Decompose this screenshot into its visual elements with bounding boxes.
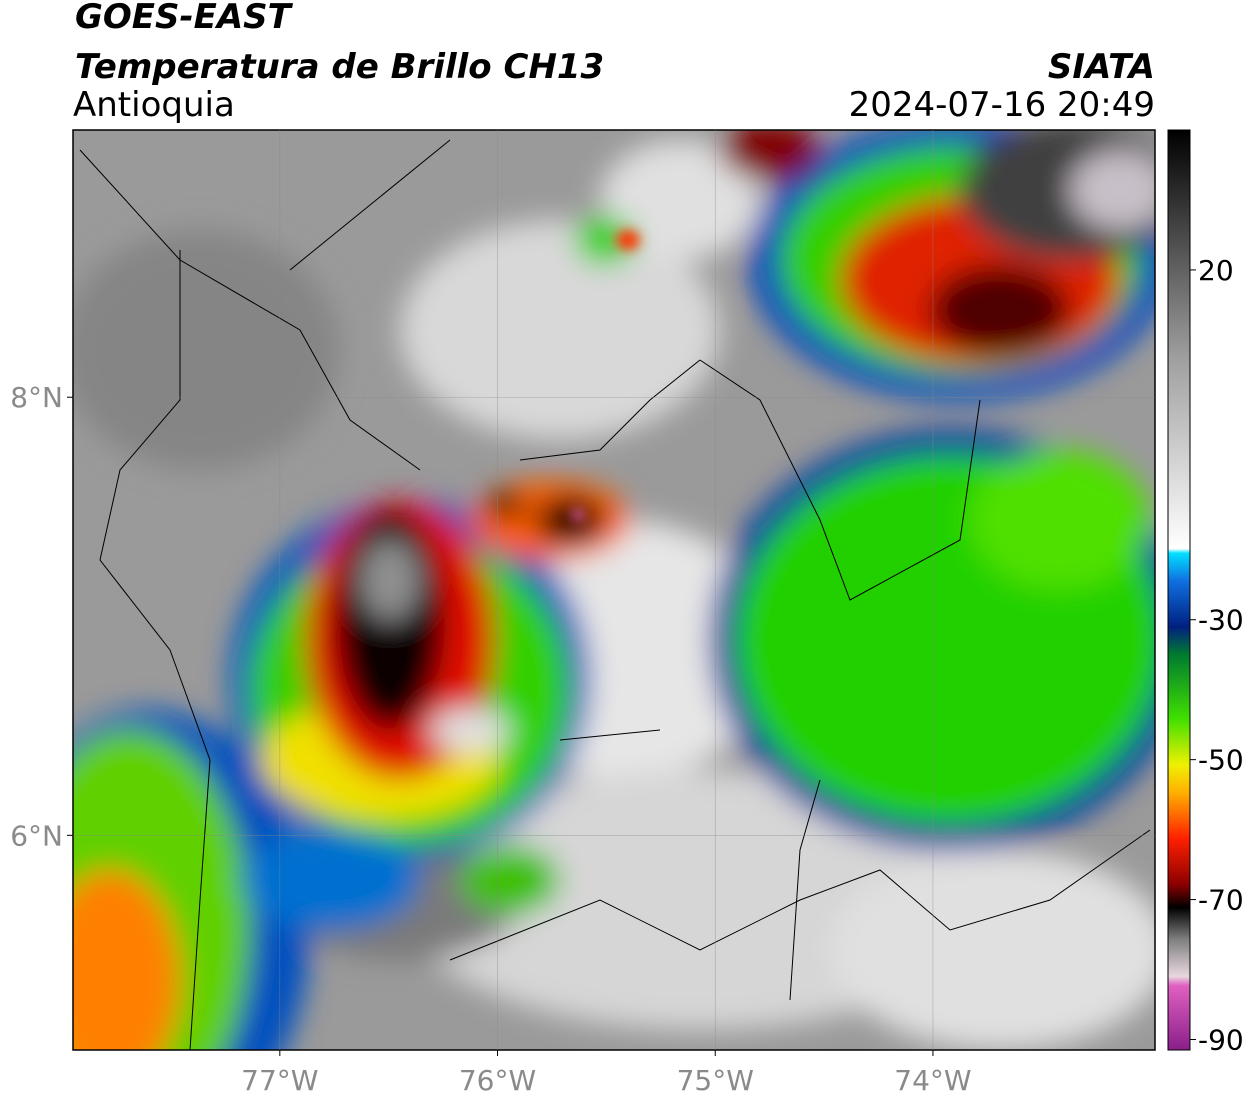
x-tick-label: 74°W <box>894 1064 971 1097</box>
region-label: Antioquia <box>73 85 235 125</box>
y-tick-label: 8°N <box>10 381 63 414</box>
satellite-title: GOES-EAST <box>75 0 294 37</box>
colorbar-tick-label: -90 <box>1198 1024 1244 1057</box>
x-tick-label: 77°W <box>241 1064 318 1097</box>
imagery <box>73 130 1155 1050</box>
boundaries <box>79 139 1151 1050</box>
colorbar <box>1167 129 1191 1051</box>
colorbar-tick-label: -50 <box>1198 744 1244 777</box>
colorbar-tick-label: -70 <box>1198 884 1244 917</box>
x-tick-label: 76°W <box>459 1064 536 1097</box>
y-tick-label: 6°N <box>10 819 63 852</box>
colorbar-tick-label: -30 <box>1198 604 1244 637</box>
map-frame <box>72 129 1156 1051</box>
agency-label: SIATA <box>1048 47 1155 87</box>
datetime-label: 2024-07-16 20:49 <box>849 85 1155 125</box>
product-title: Temperatura de Brillo CH13 <box>75 47 604 87</box>
colorbar-tick-label: 20 <box>1198 254 1234 287</box>
x-tick-label: 75°W <box>677 1064 754 1097</box>
